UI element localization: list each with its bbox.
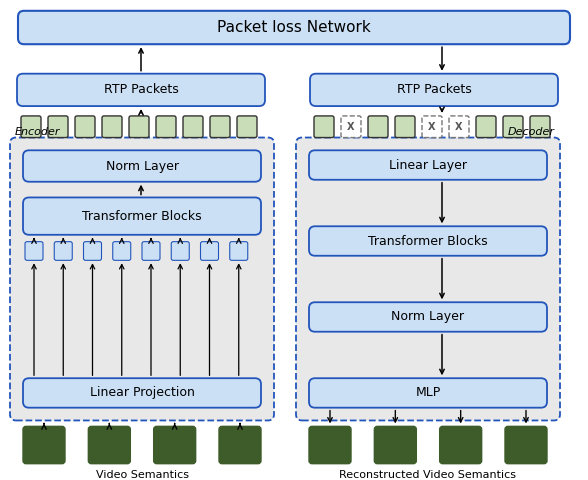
FancyBboxPatch shape bbox=[503, 116, 523, 138]
FancyBboxPatch shape bbox=[296, 138, 560, 420]
FancyBboxPatch shape bbox=[341, 116, 361, 138]
FancyBboxPatch shape bbox=[476, 116, 496, 138]
FancyBboxPatch shape bbox=[88, 426, 131, 464]
Text: Linear Projection: Linear Projection bbox=[89, 386, 195, 399]
FancyBboxPatch shape bbox=[83, 241, 102, 260]
FancyBboxPatch shape bbox=[48, 116, 68, 138]
FancyBboxPatch shape bbox=[314, 116, 334, 138]
Text: Reconstructed Video Semantics: Reconstructed Video Semantics bbox=[339, 469, 516, 480]
Text: X: X bbox=[428, 122, 436, 132]
FancyBboxPatch shape bbox=[309, 150, 547, 180]
Text: Packet loss Network: Packet loss Network bbox=[217, 20, 371, 35]
FancyBboxPatch shape bbox=[25, 241, 43, 260]
FancyBboxPatch shape bbox=[310, 73, 558, 106]
Text: Video Semantics: Video Semantics bbox=[95, 469, 189, 480]
Text: Norm Layer: Norm Layer bbox=[105, 159, 179, 172]
FancyBboxPatch shape bbox=[375, 426, 416, 464]
FancyBboxPatch shape bbox=[309, 378, 547, 408]
FancyBboxPatch shape bbox=[171, 241, 189, 260]
Text: RTP Packets: RTP Packets bbox=[397, 84, 472, 96]
Text: MLP: MLP bbox=[415, 386, 440, 399]
FancyBboxPatch shape bbox=[368, 116, 388, 138]
FancyBboxPatch shape bbox=[129, 116, 149, 138]
FancyBboxPatch shape bbox=[183, 116, 203, 138]
FancyBboxPatch shape bbox=[10, 138, 274, 420]
FancyBboxPatch shape bbox=[505, 426, 547, 464]
FancyBboxPatch shape bbox=[153, 426, 196, 464]
FancyBboxPatch shape bbox=[23, 150, 261, 182]
FancyBboxPatch shape bbox=[23, 426, 65, 464]
FancyBboxPatch shape bbox=[237, 116, 257, 138]
FancyBboxPatch shape bbox=[210, 116, 230, 138]
FancyBboxPatch shape bbox=[17, 73, 265, 106]
Text: Transformer Blocks: Transformer Blocks bbox=[82, 210, 202, 223]
FancyBboxPatch shape bbox=[142, 241, 160, 260]
Text: Transformer Blocks: Transformer Blocks bbox=[368, 235, 488, 248]
FancyBboxPatch shape bbox=[440, 426, 482, 464]
FancyBboxPatch shape bbox=[309, 226, 547, 256]
FancyBboxPatch shape bbox=[309, 426, 351, 464]
FancyBboxPatch shape bbox=[23, 197, 261, 235]
FancyBboxPatch shape bbox=[23, 378, 261, 408]
FancyBboxPatch shape bbox=[219, 426, 261, 464]
FancyBboxPatch shape bbox=[102, 116, 122, 138]
FancyBboxPatch shape bbox=[309, 302, 547, 332]
FancyBboxPatch shape bbox=[21, 116, 41, 138]
FancyBboxPatch shape bbox=[18, 11, 570, 44]
FancyBboxPatch shape bbox=[422, 116, 442, 138]
FancyBboxPatch shape bbox=[75, 116, 95, 138]
FancyBboxPatch shape bbox=[113, 241, 131, 260]
Text: RTP Packets: RTP Packets bbox=[103, 84, 178, 96]
FancyBboxPatch shape bbox=[54, 241, 72, 260]
Text: X: X bbox=[348, 122, 355, 132]
Text: Linear Layer: Linear Layer bbox=[389, 158, 467, 171]
FancyBboxPatch shape bbox=[530, 116, 550, 138]
FancyBboxPatch shape bbox=[156, 116, 176, 138]
FancyBboxPatch shape bbox=[449, 116, 469, 138]
FancyBboxPatch shape bbox=[201, 241, 219, 260]
Text: Decoder: Decoder bbox=[508, 127, 555, 136]
FancyBboxPatch shape bbox=[230, 241, 248, 260]
Text: Norm Layer: Norm Layer bbox=[392, 311, 465, 324]
Text: Encoder: Encoder bbox=[15, 127, 61, 136]
FancyBboxPatch shape bbox=[395, 116, 415, 138]
Text: X: X bbox=[455, 122, 463, 132]
